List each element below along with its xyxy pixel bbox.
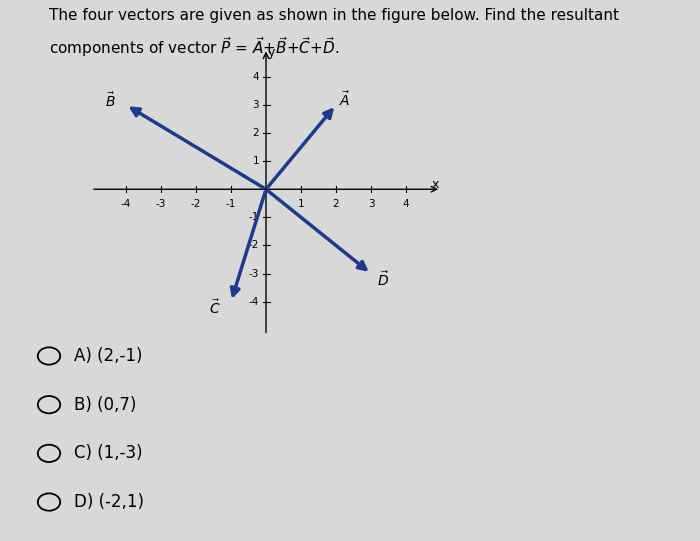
Text: -3: -3 xyxy=(156,199,166,209)
Text: -4: -4 xyxy=(248,296,259,307)
Text: 2: 2 xyxy=(332,199,340,209)
Text: $\vec{C}$: $\vec{C}$ xyxy=(209,298,221,316)
Text: B) (0,7): B) (0,7) xyxy=(74,395,136,414)
Text: 4: 4 xyxy=(402,199,409,209)
Text: 2: 2 xyxy=(253,128,259,138)
Text: The four vectors are given as shown in the figure below. Find the resultant: The four vectors are given as shown in t… xyxy=(49,8,619,23)
Text: 1: 1 xyxy=(253,156,259,166)
Text: $\vec{A}$: $\vec{A}$ xyxy=(339,90,351,109)
Text: -2: -2 xyxy=(248,240,259,250)
Text: 3: 3 xyxy=(253,100,259,110)
Text: -2: -2 xyxy=(191,199,201,209)
Text: 1: 1 xyxy=(298,199,304,209)
Text: A) (2,-1): A) (2,-1) xyxy=(74,347,142,365)
Text: C) (1,-3): C) (1,-3) xyxy=(74,444,142,463)
Text: -3: -3 xyxy=(248,268,259,279)
Text: y: y xyxy=(267,47,275,60)
Text: D) (-2,1): D) (-2,1) xyxy=(74,493,144,511)
Text: -1: -1 xyxy=(226,199,236,209)
Text: -4: -4 xyxy=(121,199,131,209)
Text: 4: 4 xyxy=(253,72,259,82)
Text: -1: -1 xyxy=(248,213,259,222)
Text: $\vec{D}$: $\vec{D}$ xyxy=(377,270,389,288)
Text: x: x xyxy=(432,177,440,190)
Text: components of vector $\vec{P}$ = $\vec{A}$+$\vec{B}$+$\vec{C}$+$\vec{D}$.: components of vector $\vec{P}$ = $\vec{A… xyxy=(49,35,340,59)
Text: 3: 3 xyxy=(368,199,374,209)
Text: $\vec{B}$: $\vec{B}$ xyxy=(105,91,116,110)
